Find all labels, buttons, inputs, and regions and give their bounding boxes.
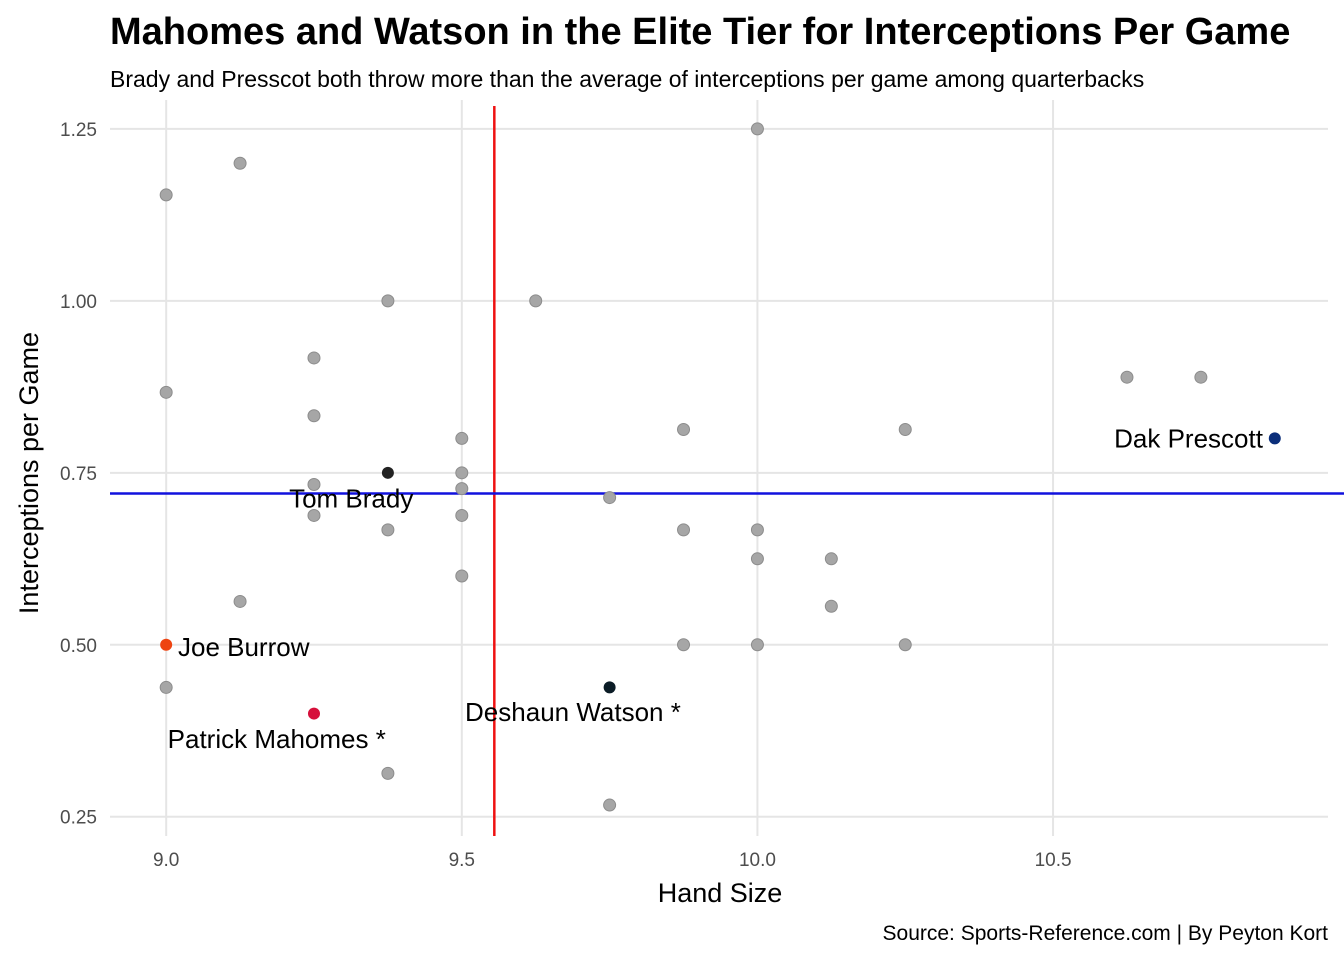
point-label: Joe Burrow <box>178 632 310 662</box>
scatter-point <box>381 766 395 780</box>
scatter-point <box>1120 370 1134 384</box>
scatter-point <box>1194 370 1208 384</box>
point-label: Patrick Mahomes * <box>168 724 386 754</box>
y-tick-label: 0.25 <box>60 808 97 829</box>
highlighted-point <box>381 466 394 479</box>
scatter-point <box>603 491 617 505</box>
highlighted-point <box>1268 432 1281 445</box>
y-tick-label: 1.25 <box>60 120 97 141</box>
point-label: Deshaun Watson * <box>465 697 681 727</box>
scatter-point <box>750 122 764 136</box>
x-tick-label: 10.0 <box>739 850 776 871</box>
x-tick-label: 9.5 <box>449 850 475 871</box>
scatter-point <box>824 599 838 613</box>
y-tick-label: 1.00 <box>60 292 97 313</box>
data-points <box>159 122 1281 812</box>
scatter-point <box>677 638 691 652</box>
y-tick-label: 0.50 <box>60 636 97 657</box>
scatter-point <box>381 523 395 537</box>
chart-subtitle: Brady and Presscot both throw more than … <box>110 66 1145 92</box>
x-axis-title: Hand Size <box>658 878 783 908</box>
scatter-point <box>603 798 617 812</box>
scatter-point <box>455 569 469 583</box>
scatter-point <box>898 638 912 652</box>
scatter-point <box>159 385 173 399</box>
scatter-point <box>750 552 764 566</box>
tick-labels: 0.25 0.50 0.75 1.00 1.25 9.0 9.5 10.0 10.5 <box>60 120 1072 871</box>
reference-lines <box>110 106 1344 836</box>
highlighted-point <box>603 681 616 694</box>
scatter-point <box>824 552 838 566</box>
scatter-point <box>750 523 764 537</box>
scatter-point <box>529 294 543 308</box>
scatter-point <box>233 156 247 170</box>
scatter-point <box>455 482 469 496</box>
scatter-point <box>307 409 321 423</box>
chart-title: Mahomes and Watson in the Elite Tier for… <box>110 11 1291 53</box>
scatter-point <box>677 422 691 436</box>
y-axis-title: Interceptions per Game <box>14 332 44 614</box>
x-tick-label: 9.0 <box>153 850 179 871</box>
scatter-point <box>307 508 321 522</box>
point-labels: Tom Brady Dak Prescott Joe Burrow Patrick M… <box>168 423 1264 754</box>
scatter-point <box>233 594 247 608</box>
highlighted-point <box>307 707 320 720</box>
highlighted-point <box>160 638 173 651</box>
scatter-point <box>307 351 321 365</box>
scatter-point <box>455 508 469 522</box>
scatter-point <box>898 422 912 436</box>
point-label: Dak Prescott <box>1114 423 1264 453</box>
scatter-point <box>455 466 469 480</box>
chart-caption: Source: Sports-Reference.com | By Peyton… <box>882 922 1328 945</box>
point-label: Tom Brady <box>289 483 413 513</box>
scatter-point <box>455 431 469 445</box>
y-tick-label: 0.75 <box>60 464 97 485</box>
scatter-point <box>750 638 764 652</box>
scatter-point <box>307 478 321 492</box>
scatter-point <box>159 680 173 694</box>
scatter-point <box>159 188 173 202</box>
x-tick-label: 10.5 <box>1035 850 1072 871</box>
scatter-point <box>381 294 395 308</box>
scatter-point <box>677 523 691 537</box>
